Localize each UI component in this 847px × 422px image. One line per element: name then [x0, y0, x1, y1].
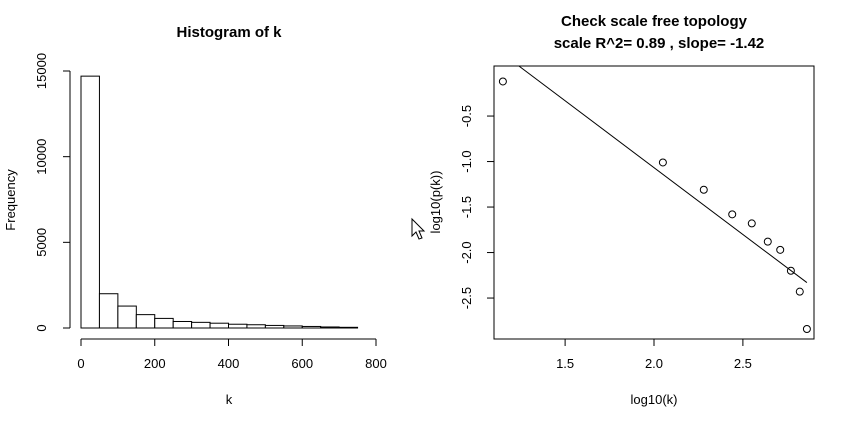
histogram-x-tick-label: 600: [291, 356, 313, 371]
scale-free-point: [728, 210, 737, 219]
scale-free-y-axis: -0.5 -1.0 -1.5 -2.0 -2.5: [459, 105, 494, 309]
scale-free-y-tick-label: -0.5: [459, 105, 474, 127]
scale-free-fit-line-group: [518, 65, 808, 283]
scale-free-x-label: log10(k): [631, 392, 678, 407]
histogram-title: Histogram of k: [176, 24, 282, 41]
histogram-bar: [209, 322, 229, 329]
scale-free-x-tick-label: 1.5: [556, 356, 574, 371]
histogram-y-tick-label: 15000: [34, 53, 49, 89]
scale-free-plot-box: [493, 65, 815, 340]
scale-free-subtitle: scale R^2= 0.89 , slope= -1.42: [554, 35, 765, 52]
histogram-bars: [80, 75, 359, 329]
scale-free-point: [776, 245, 785, 254]
histogram-y-tick-label: 10000: [34, 139, 49, 175]
scale-free-y-tick-label: -2.5: [459, 287, 474, 309]
scale-free-y-tick-label: -2.0: [459, 241, 474, 263]
scale-free-x-tick-label: 2.0: [645, 356, 663, 371]
scale-free-y-label: log10(p(k)): [428, 171, 443, 234]
scale-free-y-tick-label: -1.5: [459, 196, 474, 218]
scale-free-point: [658, 158, 667, 167]
histogram-bar: [338, 326, 359, 329]
scale-free-x-tick-label: 2.5: [734, 356, 752, 371]
scale-free-point: [747, 219, 756, 228]
histogram-bar: [191, 321, 211, 329]
histogram-x-tick-label: 800: [365, 356, 387, 371]
histogram-x-axis: 0 200 400 600 800: [77, 338, 387, 371]
histogram-y-tick-label: 0: [34, 324, 49, 331]
histogram-bar: [264, 324, 285, 329]
histogram-x-label: k: [226, 392, 233, 407]
histogram-bar: [117, 305, 137, 329]
histogram-bar: [246, 324, 266, 329]
scale-free-point: [498, 77, 507, 86]
scale-free-points: [498, 77, 811, 333]
histogram-bar: [172, 320, 193, 329]
histogram-bar: [154, 317, 174, 329]
histogram-chart: Histogram of k k Frequency 0 200 400 600 800…: [3, 24, 387, 407]
histogram-x-tick-label: 0: [77, 356, 84, 371]
histogram-y-tick-label: 5000: [34, 228, 49, 257]
scale-free-point: [802, 324, 811, 333]
histogram-bar: [98, 293, 119, 329]
scale-free-point: [699, 185, 708, 194]
scale-free-chart: Check scale free topology scale R^2= 0.8…: [428, 13, 815, 407]
scale-free-point: [795, 287, 804, 296]
histogram-bar: [228, 323, 248, 329]
histogram-x-tick-label: 400: [218, 356, 240, 371]
arrow-cursor-icon: [411, 217, 426, 240]
scale-free-y-tick-label: -1.0: [459, 150, 474, 172]
scale-free-title: Check scale free topology: [561, 13, 748, 30]
histogram-bar: [320, 326, 340, 329]
scale-free-point: [763, 237, 772, 246]
histogram-x-tick-label: 200: [144, 356, 166, 371]
scale-free-x-axis: 1.5 2.0 2.5: [556, 338, 752, 371]
histogram-bar: [135, 314, 156, 329]
histogram-bar: [301, 325, 322, 329]
histogram-bar: [283, 325, 303, 329]
histogram-y-axis: 0 5000 10000 15000: [34, 53, 71, 332]
scale-free-fit-line: [518, 65, 808, 283]
histogram-bar: [80, 75, 100, 329]
histogram-y-label: Frequency: [3, 169, 18, 231]
scale-free-point: [786, 266, 795, 275]
